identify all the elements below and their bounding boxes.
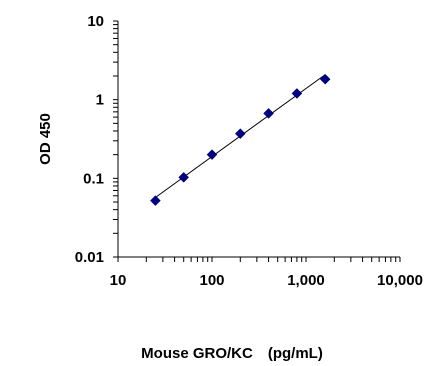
data-points (150, 73, 331, 207)
data-point-marker (291, 88, 303, 99)
y-axis-label: OD 450 (37, 113, 54, 165)
x-tick-label: 10 (110, 272, 127, 289)
data-point-marker (263, 107, 274, 119)
data-point-marker (234, 128, 246, 139)
x-axis-label: Mouse GRO/KC (pg/mL) (141, 345, 323, 362)
x-tick-label: 1,000 (287, 272, 325, 289)
y-tick-label: 10 (87, 13, 104, 30)
y-tick-label: 0.1 (83, 170, 104, 187)
data-point-marker (319, 73, 331, 85)
data-point-marker (206, 149, 218, 161)
y-tick-label: 0.01 (75, 249, 104, 266)
ticks: 10 100 1,000 10,000 0.01 0.1 1 10 (75, 13, 423, 289)
x-tick-label: 10,000 (377, 272, 423, 289)
data-point-marker (150, 195, 161, 207)
data-point-marker (178, 171, 190, 183)
x-tick-label: 100 (199, 272, 224, 289)
axes (117, 21, 400, 258)
y-tick-label: 1 (96, 92, 104, 109)
